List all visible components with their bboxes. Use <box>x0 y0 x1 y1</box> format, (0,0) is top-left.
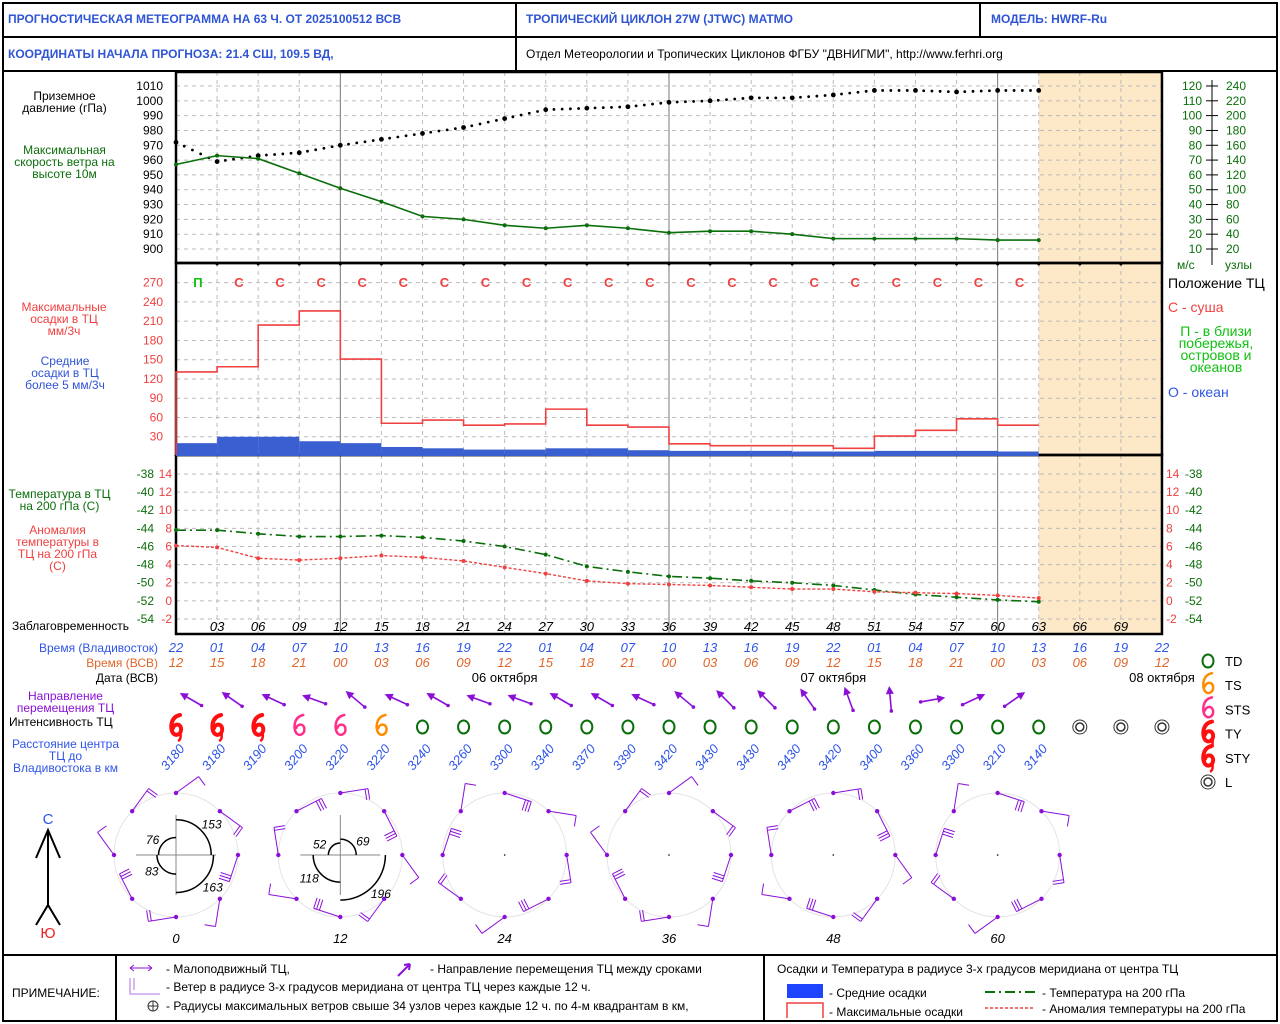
wind-unit-kt: узлы <box>1225 258 1252 272</box>
model-name: МОДЕЛЬ: HWRF-Ru <box>991 12 1108 26</box>
position-title: Положение ТЦ <box>1168 275 1265 291</box>
position-land: С - суша <box>1168 299 1224 315</box>
note-temp: - Температура на 200 гПа <box>1042 986 1186 1000</box>
note-movement: - Направление перемещения ТЦ между срока… <box>430 962 702 976</box>
distance-label: Расстояние центра ТЦ до Владивостока в к… <box>11 737 120 775</box>
divider <box>2 36 1278 38</box>
divider <box>2 954 1278 956</box>
direction-label: Направление перемещения ТЦ <box>16 689 115 715</box>
wind-unit-ms: м/с <box>1177 258 1195 272</box>
lead-label: Заблаговременность <box>12 619 130 633</box>
anom-label: Аномалия температуры в ТЦ на 200 гПа (С) <box>15 523 100 573</box>
note-mean-precip: - Средние осадки <box>829 986 927 1000</box>
divider <box>763 954 765 1022</box>
position-coast: П - в близи побережья, островов и океано… <box>1178 323 1254 375</box>
utc-time-label: Время (ВСВ) <box>86 656 158 670</box>
note-precip-title: Осадки и Температура в радиусе 3-х граду… <box>777 962 1179 976</box>
wind-label: Максимальная скорость ветра на высоте 10… <box>14 143 115 181</box>
date-label: Дата (ВСВ) <box>95 671 158 685</box>
note-radii: - Радиусы максимальных ветров свыше 34 у… <box>166 999 689 1013</box>
pressure-label: Приземное давление (гПа) <box>22 89 107 115</box>
intensity-label: Интенсивность ТЦ <box>9 715 113 729</box>
note-title: ПРИМЕЧАНИЕ: <box>12 986 100 1000</box>
note-max-precip: - Максимальные осадки <box>829 1005 963 1019</box>
vlad-time-label: Время (Владивосток) <box>38 641 158 655</box>
divider <box>2 70 1278 72</box>
divider <box>515 2 517 71</box>
precip-max-label: Максимальные осадки в ТЦ мм/3ч <box>21 300 107 338</box>
position-ocean: О - океан <box>1168 384 1229 400</box>
cyclone-name: ТРОПИЧЕСКИЙ ЦИКЛОН 27W (JTWC) MATMO <box>526 12 793 26</box>
temp-label: Температура в ТЦ на 200 гПа (С) <box>8 487 111 513</box>
precip-mean-label: Средние осадки в ТЦ более 5 мм/3ч <box>25 354 105 392</box>
note-wind: - Ветер в радиусе 3-х градусов меридиана… <box>166 980 591 994</box>
divider <box>979 2 981 37</box>
note-stationary: - Малоподвижный ТЦ, <box>166 962 290 976</box>
note-anom: - Аномалия температуры на 200 гПа <box>1042 1002 1246 1016</box>
divider <box>115 954 117 1022</box>
page-title: ПРОГНОСТИЧЕСКАЯ МЕТЕОГРАММА НА 63 Ч. ОТ … <box>8 12 402 26</box>
forecast-coordinates: КООРДИНАТЫ НАЧАЛА ПРОГНОЗА: 21.4 СШ, 109… <box>8 47 334 61</box>
organization: Отдел Метеорологии и Тропических Циклоно… <box>526 47 1003 61</box>
